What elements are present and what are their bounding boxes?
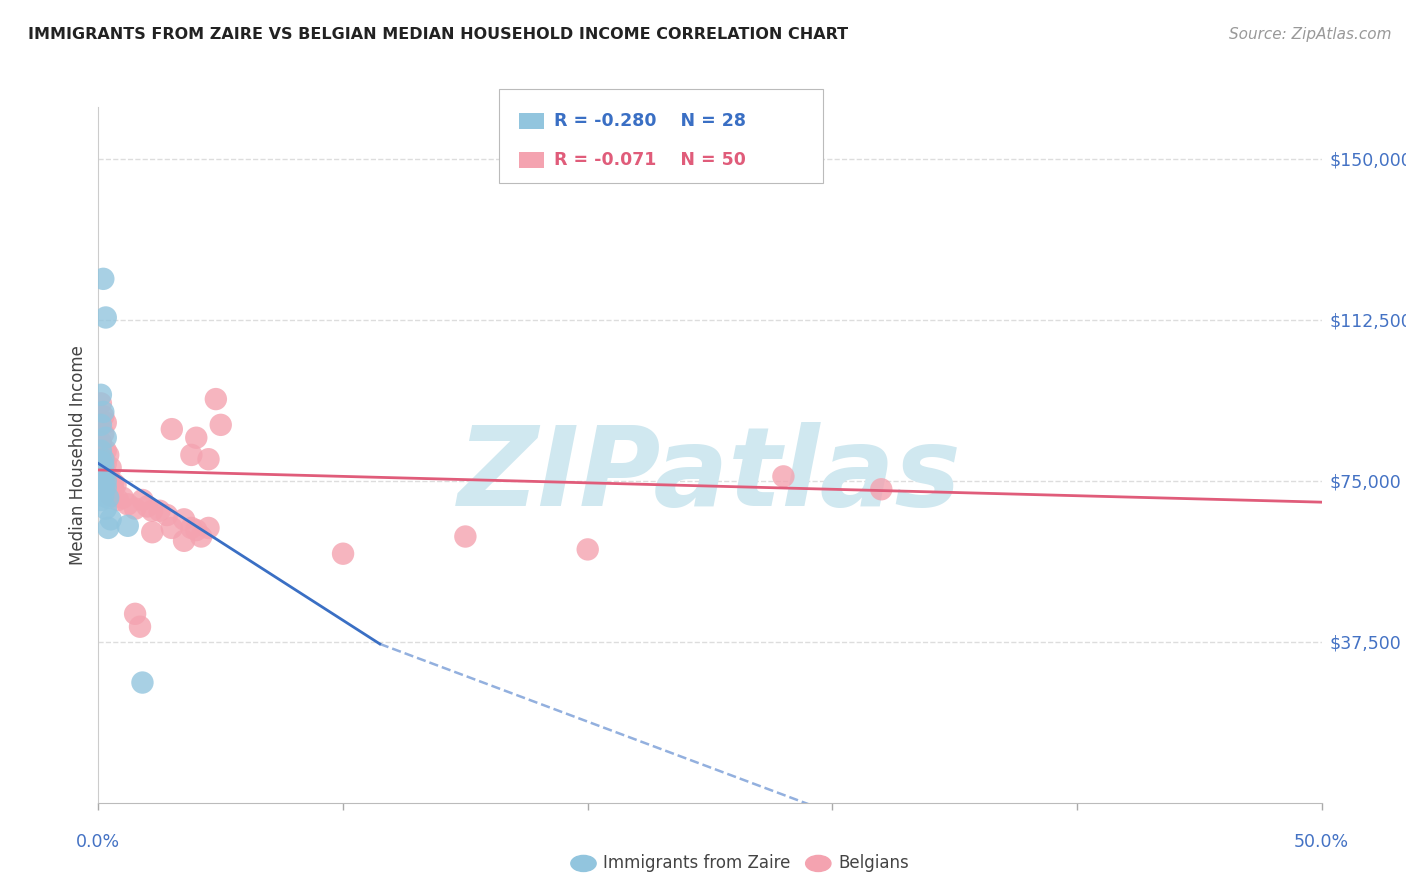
Point <box>91 409 114 424</box>
Text: Immigrants from Zaire: Immigrants from Zaire <box>603 855 790 872</box>
Point <box>160 422 183 436</box>
Point <box>97 448 120 462</box>
Point <box>870 483 893 497</box>
Text: 0.0%: 0.0% <box>76 833 121 851</box>
Point <box>180 448 202 462</box>
Point <box>94 480 117 494</box>
Point <box>90 454 112 468</box>
Point <box>94 501 117 516</box>
Point <box>97 521 120 535</box>
Point <box>91 471 114 485</box>
Text: R = -0.280    N = 28: R = -0.280 N = 28 <box>554 112 747 129</box>
Point <box>209 417 232 432</box>
Point <box>94 474 117 488</box>
Point <box>91 471 114 485</box>
Point <box>100 480 122 494</box>
Point <box>156 508 179 522</box>
Point <box>97 491 120 505</box>
Point <box>186 523 208 537</box>
Point <box>90 465 112 479</box>
Point <box>124 607 146 621</box>
Point <box>332 547 354 561</box>
Point <box>91 458 114 473</box>
Point <box>129 620 152 634</box>
Text: R = -0.071    N = 50: R = -0.071 N = 50 <box>554 151 745 169</box>
Point <box>91 272 114 286</box>
Point <box>97 474 120 488</box>
Point <box>173 533 195 548</box>
Point <box>100 489 122 503</box>
Point <box>131 493 153 508</box>
Point <box>90 469 112 483</box>
Point <box>111 491 134 505</box>
Point <box>190 529 212 543</box>
Point <box>91 478 114 492</box>
Point <box>197 452 219 467</box>
Point <box>94 457 117 471</box>
Point <box>104 478 127 492</box>
Point <box>149 504 172 518</box>
Point <box>107 493 129 508</box>
Point <box>94 416 117 430</box>
Point <box>180 521 202 535</box>
Point <box>100 460 122 475</box>
Point <box>576 542 599 557</box>
Text: IMMIGRANTS FROM ZAIRE VS BELGIAN MEDIAN HOUSEHOLD INCOME CORRELATION CHART: IMMIGRANTS FROM ZAIRE VS BELGIAN MEDIAN … <box>28 27 848 42</box>
Point <box>90 493 112 508</box>
Point <box>90 396 112 410</box>
Point <box>124 501 146 516</box>
Point <box>97 469 120 483</box>
Point <box>136 500 159 514</box>
Point <box>94 431 117 445</box>
Point <box>186 431 208 445</box>
Point <box>90 475 112 490</box>
Point <box>117 497 139 511</box>
Point <box>90 388 112 402</box>
Point <box>101 483 124 497</box>
Point <box>94 443 117 458</box>
Point <box>90 417 112 432</box>
Point <box>173 512 195 526</box>
Point <box>160 521 183 535</box>
Point <box>94 467 117 482</box>
Point <box>90 463 112 477</box>
Text: Source: ZipAtlas.com: Source: ZipAtlas.com <box>1229 27 1392 42</box>
Point <box>91 452 114 467</box>
Point <box>101 475 124 490</box>
Text: 50.0%: 50.0% <box>1294 833 1350 851</box>
Point <box>91 489 114 503</box>
Point <box>131 675 153 690</box>
Point <box>100 512 122 526</box>
Y-axis label: Median Household Income: Median Household Income <box>69 345 87 565</box>
Point <box>772 469 794 483</box>
Point <box>90 435 112 450</box>
Point <box>90 463 112 477</box>
Point <box>454 529 477 543</box>
Point <box>197 521 219 535</box>
Point <box>91 454 114 468</box>
Point <box>91 405 114 419</box>
Point <box>141 504 163 518</box>
Point <box>94 310 117 325</box>
Point <box>91 426 114 441</box>
Text: Belgians: Belgians <box>838 855 908 872</box>
Text: ZIPatlas: ZIPatlas <box>458 422 962 529</box>
Point <box>117 518 139 533</box>
Point <box>141 525 163 540</box>
Point <box>205 392 228 406</box>
Point <box>90 484 112 499</box>
Point <box>91 467 114 482</box>
Point <box>90 443 112 458</box>
